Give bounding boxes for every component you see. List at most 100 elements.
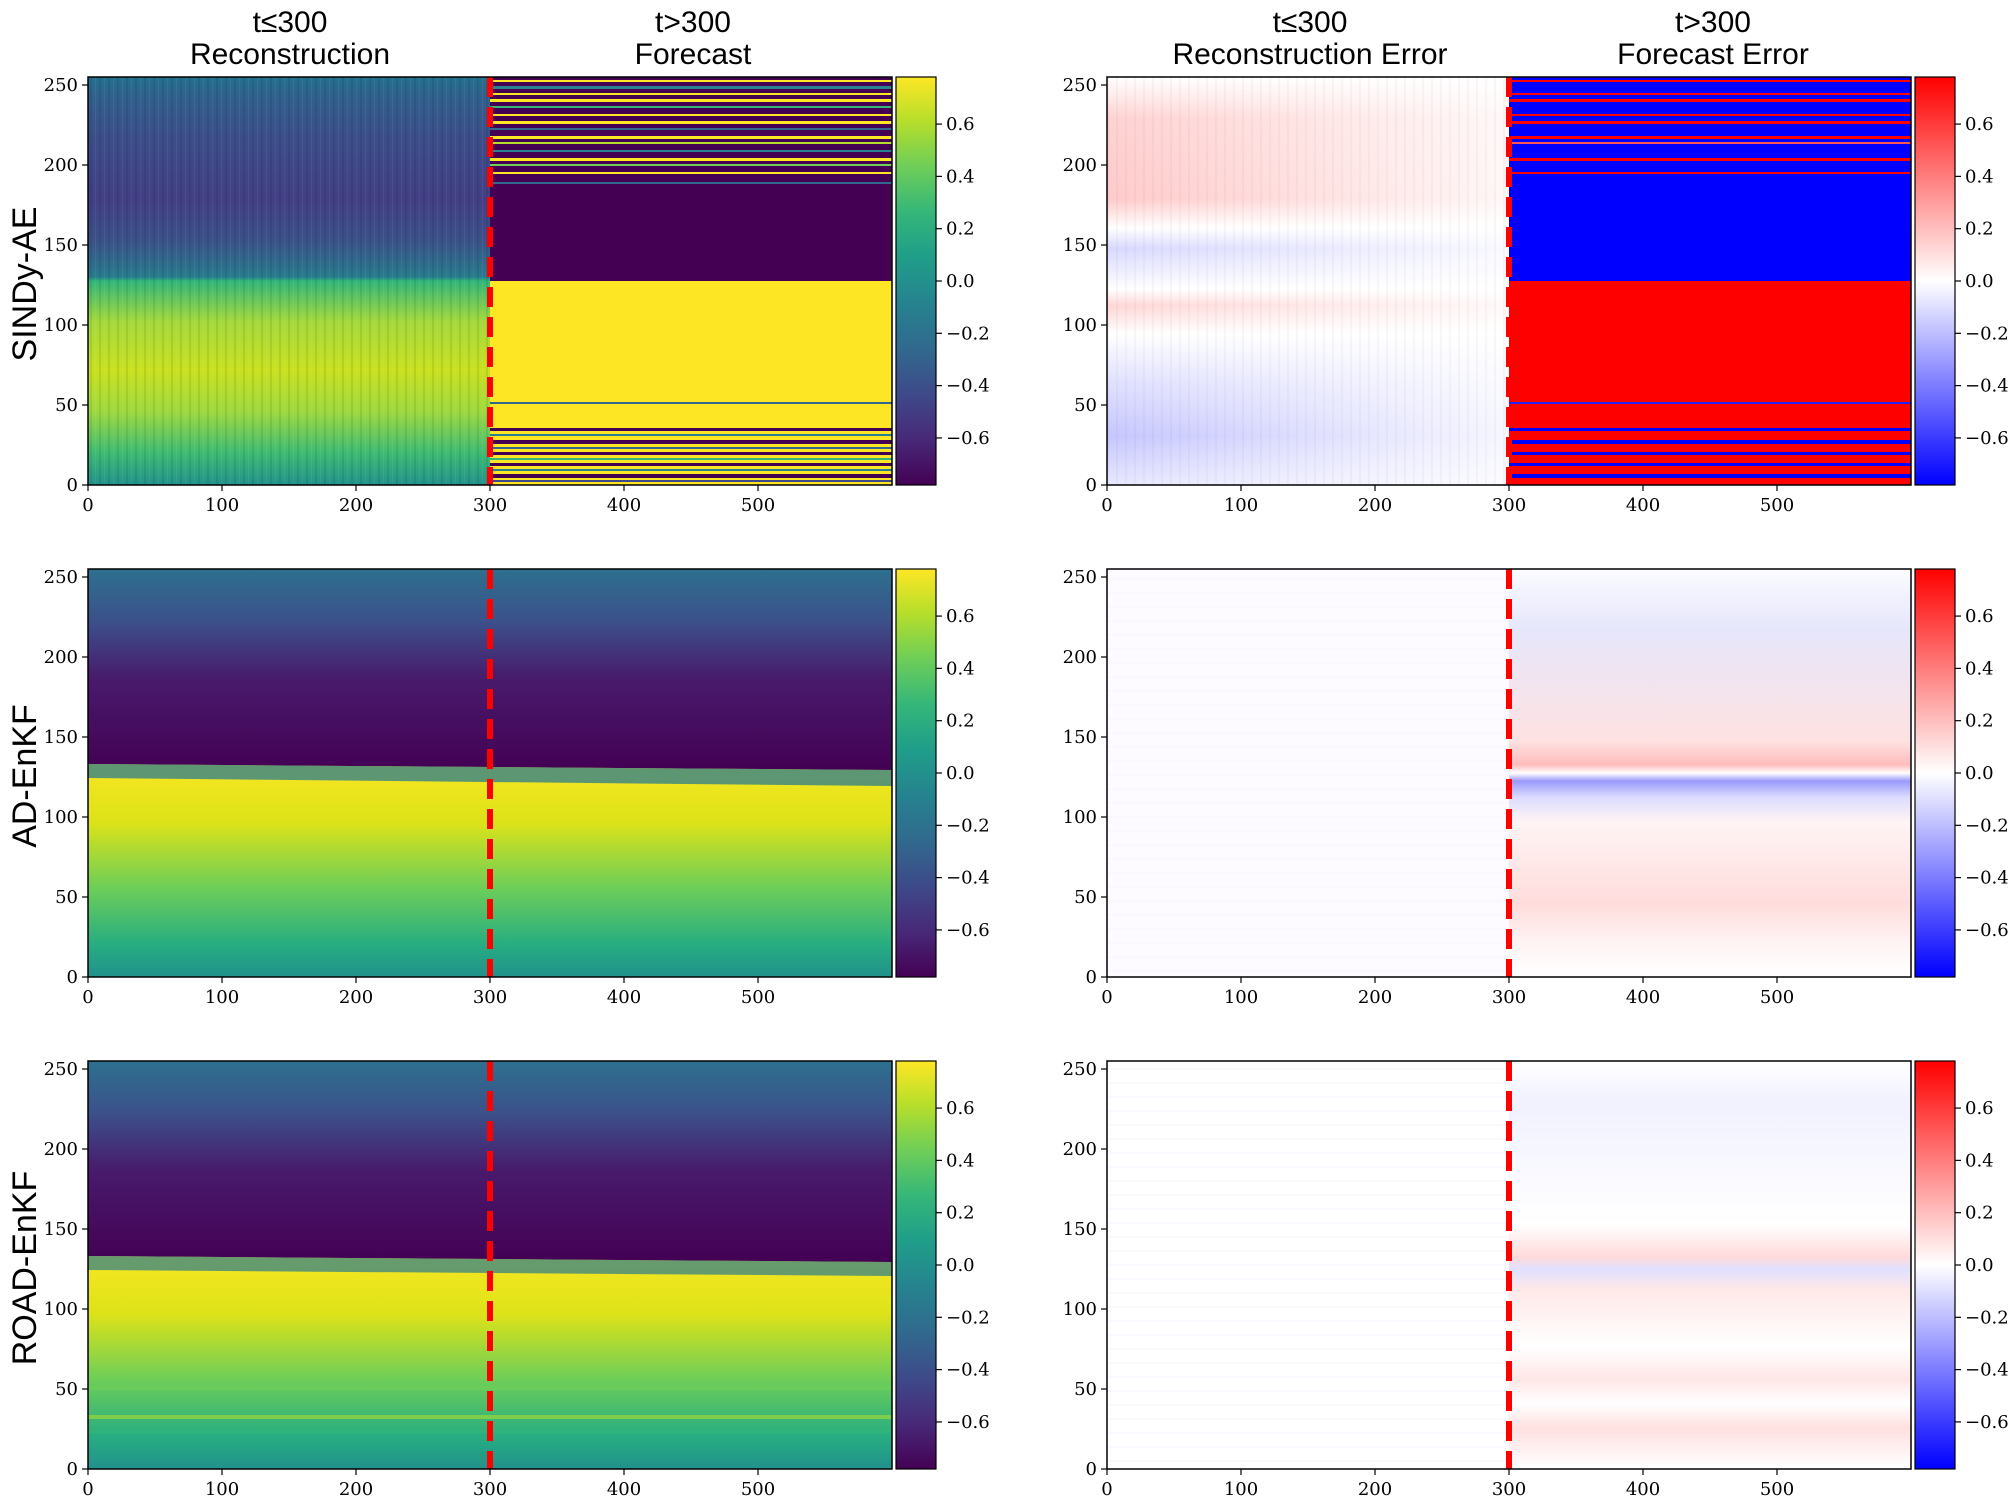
y-tick-label: 0 <box>67 967 78 988</box>
x-tick-label: 100 <box>205 495 239 516</box>
colorbar-tick-label: 0.0 <box>1965 271 1994 292</box>
row-label-ad-enkf: AD-EnKF <box>6 704 44 848</box>
y-tick-label: 250 <box>1063 567 1097 588</box>
x-tick-label: 0 <box>1101 495 1112 516</box>
y-tick-label: 200 <box>1063 1139 1097 1160</box>
colorbar-tick-label: 0.4 <box>1965 1150 1994 1171</box>
x-tick-label: 100 <box>1224 1479 1258 1500</box>
x-tick-label: 500 <box>741 1479 775 1500</box>
colorbar-tick-label: −0.4 <box>946 376 990 397</box>
colorbar <box>895 568 937 978</box>
x-tick-label: 200 <box>339 987 373 1008</box>
colorbar-tick-label: 0.4 <box>946 1150 975 1171</box>
x-tick-label: 300 <box>473 1479 507 1500</box>
colorbar <box>895 1060 937 1470</box>
x-tick-label: 100 <box>205 987 239 1008</box>
colorbar-tick-label: −0.6 <box>1965 428 2009 449</box>
row-label-road-enkf: ROAD-EnKF <box>6 1171 44 1366</box>
y-tick-label: 0 <box>67 1459 78 1480</box>
x-tick-label: 200 <box>1358 987 1392 1008</box>
y-tick-label: 200 <box>44 1139 78 1160</box>
y-tick-label: 150 <box>1063 727 1097 748</box>
y-tick-label: 150 <box>44 235 78 256</box>
colorbar-tick-label: 0.6 <box>946 114 975 135</box>
y-tick-label: 250 <box>1063 1059 1097 1080</box>
x-tick-label: 0 <box>1101 987 1112 1008</box>
y-tick-label: 250 <box>44 567 78 588</box>
x-tick-label: 300 <box>473 987 507 1008</box>
col-title-4-line2: Forecast Error <box>1617 38 1809 71</box>
y-tick-label: 100 <box>1063 1299 1097 1320</box>
y-tick-label: 100 <box>44 1299 78 1320</box>
x-tick-label: 500 <box>1760 495 1794 516</box>
colorbar-tick-label: −0.6 <box>946 1412 990 1433</box>
colorbar-tick-label: 0.4 <box>1965 658 1994 679</box>
ad-enkf-field-image <box>88 569 892 977</box>
y-tick-label: 150 <box>1063 235 1097 256</box>
x-tick-label: 200 <box>339 495 373 516</box>
y-tick-label: 150 <box>44 1219 78 1240</box>
colorbar <box>1914 1060 1956 1470</box>
colorbar-tick-label: −0.2 <box>1965 815 2009 836</box>
x-tick-label: 500 <box>1760 987 1794 1008</box>
y-tick-label: 100 <box>1063 807 1097 828</box>
x-tick-label: 400 <box>1626 495 1660 516</box>
colorbar-tick-label: −0.4 <box>946 868 990 889</box>
colorbar-tick-label: 0.2 <box>946 711 975 732</box>
colorbar-tick-label: 0.2 <box>946 219 975 240</box>
sindy-ae-error-image <box>1107 77 1911 485</box>
colorbar-tick-label: −0.6 <box>1965 920 2009 941</box>
colorbar-tick-label: 0.4 <box>946 166 975 187</box>
x-tick-label: 500 <box>741 495 775 516</box>
col-title-2-line1: t>300 <box>655 6 731 39</box>
colorbar-tick-label: −0.4 <box>1965 376 2009 397</box>
colorbar <box>1914 568 1956 978</box>
colorbar <box>1914 76 1956 486</box>
col-title-1-line2: Reconstruction <box>190 38 390 71</box>
colorbar-tick-label: −0.4 <box>1965 1360 2009 1381</box>
colorbar-tick-label: −0.2 <box>1965 323 2009 344</box>
colorbar-tick-label: 0.6 <box>946 606 975 627</box>
colorbar-tick-label: −0.6 <box>946 920 990 941</box>
y-tick-label: 50 <box>55 1379 78 1400</box>
y-tick-label: 50 <box>1074 887 1097 908</box>
colorbar-tick-label: 0.2 <box>1965 711 1994 732</box>
x-tick-label: 300 <box>1492 1479 1526 1500</box>
colorbar <box>895 76 937 486</box>
colorbar-tick-label: −0.4 <box>1965 868 2009 889</box>
y-tick-label: 100 <box>1063 315 1097 336</box>
x-tick-label: 400 <box>1626 1479 1660 1500</box>
x-tick-label: 300 <box>1492 495 1526 516</box>
x-tick-label: 0 <box>82 1479 93 1500</box>
x-tick-label: 500 <box>1760 1479 1794 1500</box>
colorbar-tick-label: 0.0 <box>946 271 975 292</box>
colorbar-tick-label: 0.4 <box>946 658 975 679</box>
y-tick-label: 200 <box>44 155 78 176</box>
x-tick-label: 300 <box>1492 987 1526 1008</box>
y-tick-label: 100 <box>44 315 78 336</box>
x-tick-label: 400 <box>607 495 641 516</box>
colorbar-tick-label: −0.2 <box>946 323 990 344</box>
x-tick-label: 100 <box>1224 987 1258 1008</box>
colorbar-tick-label: −0.2 <box>946 1307 990 1328</box>
colorbar-tick-label: 0.6 <box>946 1098 975 1119</box>
x-tick-label: 400 <box>1626 987 1660 1008</box>
x-tick-label: 400 <box>607 987 641 1008</box>
colorbar-tick-label: 0.2 <box>1965 219 1994 240</box>
x-tick-label: 0 <box>82 495 93 516</box>
x-tick-label: 500 <box>741 987 775 1008</box>
colorbar-tick-label: 0.0 <box>946 763 975 784</box>
y-tick-label: 0 <box>1086 475 1097 496</box>
colorbar-tick-label: −0.2 <box>1965 1307 2009 1328</box>
row-label-sindy-ae: SINDy-AE <box>6 207 44 362</box>
y-tick-label: 100 <box>44 807 78 828</box>
y-tick-label: 50 <box>1074 395 1097 416</box>
colorbar-tick-label: 0.0 <box>1965 763 1994 784</box>
colorbar-tick-label: 0.6 <box>1965 1098 1994 1119</box>
tick-layer: 0 100 200 300 400 500050100150200250−0.6−0.4−… <box>44 75 2009 1500</box>
colorbar-tick-label: 0.6 <box>1965 114 1994 135</box>
colorbar-tick-label: −0.2 <box>946 815 990 836</box>
x-tick-label: 100 <box>205 1479 239 1500</box>
x-tick-label: 0 <box>1101 1479 1112 1500</box>
